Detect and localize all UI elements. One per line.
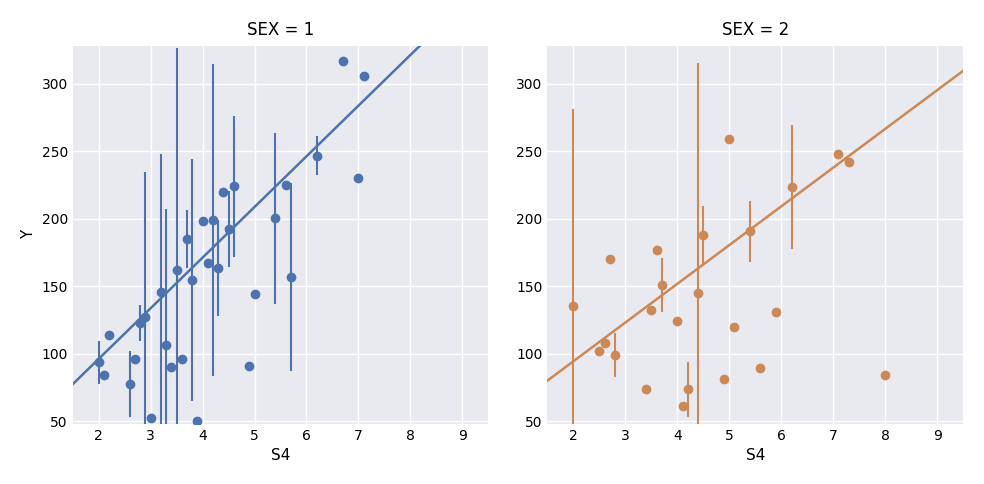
X-axis label: S4: S4 xyxy=(746,448,765,463)
Y-axis label: Y: Y xyxy=(21,230,35,240)
X-axis label: S4: S4 xyxy=(271,448,290,463)
Title: SEX = 1: SEX = 1 xyxy=(247,21,314,39)
Title: SEX = 2: SEX = 2 xyxy=(721,21,789,39)
